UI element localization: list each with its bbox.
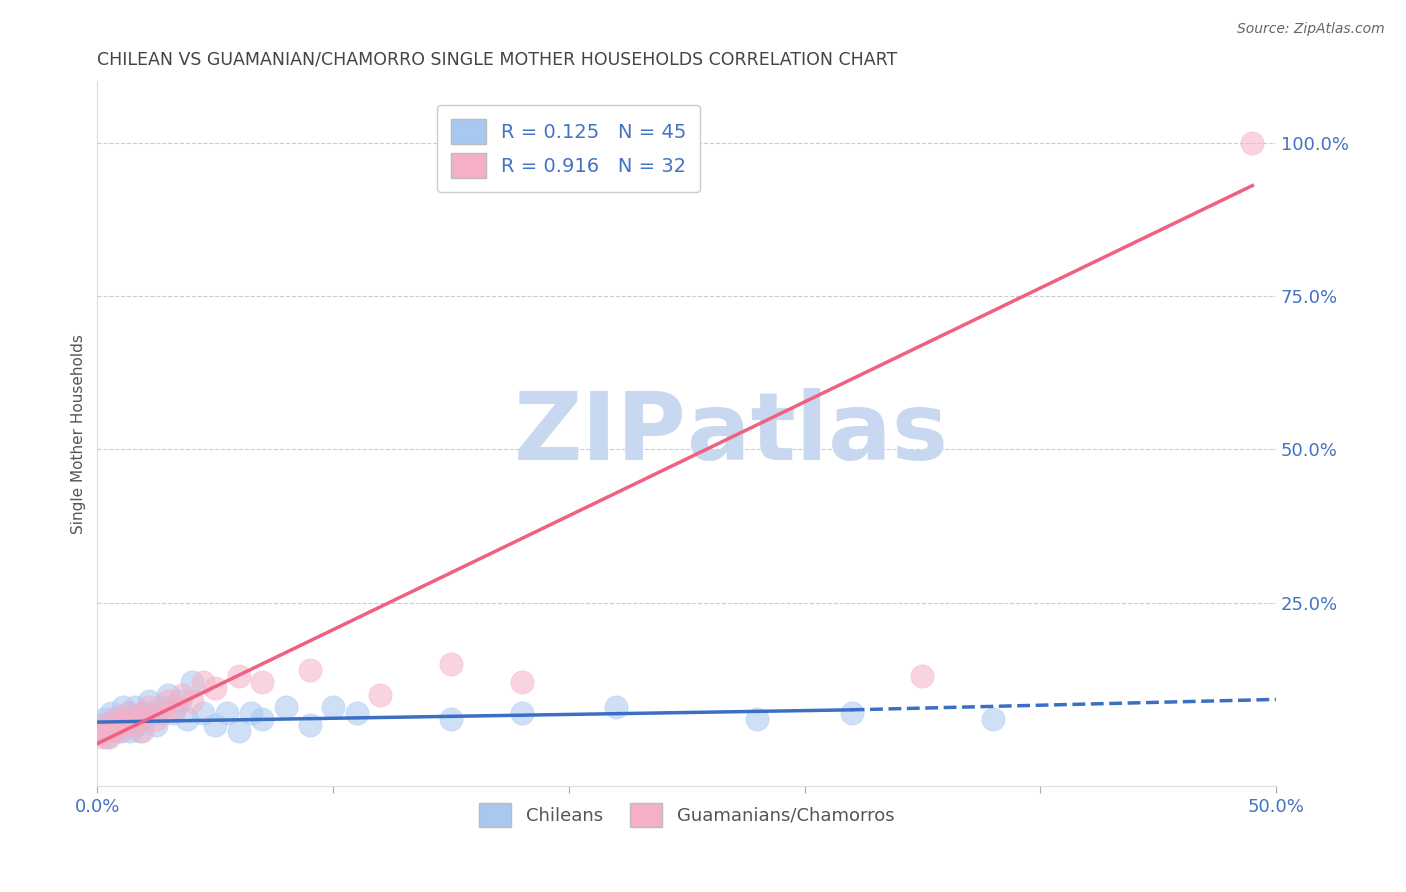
Point <box>107 718 129 732</box>
Point <box>157 693 180 707</box>
Point <box>98 718 121 732</box>
Point <box>128 724 150 739</box>
Point <box>193 675 215 690</box>
Point <box>165 699 187 714</box>
Point <box>252 712 274 726</box>
Point <box>252 675 274 690</box>
Point <box>150 699 173 714</box>
Point <box>368 688 391 702</box>
Point <box>89 724 111 739</box>
Point <box>131 706 153 720</box>
Point <box>162 706 184 720</box>
Point <box>110 724 132 739</box>
Point <box>121 712 143 726</box>
Point <box>169 693 191 707</box>
Point <box>131 724 153 739</box>
Text: Source: ZipAtlas.com: Source: ZipAtlas.com <box>1237 22 1385 37</box>
Point <box>510 675 533 690</box>
Point <box>117 706 139 720</box>
Point <box>440 657 463 671</box>
Text: ZIP: ZIP <box>513 388 686 480</box>
Point <box>103 712 125 726</box>
Point <box>298 663 321 677</box>
Point <box>96 731 118 745</box>
Point <box>91 731 114 745</box>
Point <box>114 718 136 732</box>
Point <box>841 706 863 720</box>
Point <box>145 718 167 732</box>
Point <box>605 699 627 714</box>
Point <box>176 712 198 726</box>
Point <box>142 706 165 720</box>
Point <box>510 706 533 720</box>
Point <box>180 675 202 690</box>
Point <box>152 706 174 720</box>
Point <box>138 693 160 707</box>
Point <box>322 699 344 714</box>
Point <box>1241 136 1264 150</box>
Point <box>239 706 262 720</box>
Point <box>107 724 129 739</box>
Point <box>121 718 143 732</box>
Point <box>747 712 769 726</box>
Text: CHILEAN VS GUAMANIAN/CHAMORRO SINGLE MOTHER HOUSEHOLDS CORRELATION CHART: CHILEAN VS GUAMANIAN/CHAMORRO SINGLE MOT… <box>97 51 897 69</box>
Point <box>105 718 128 732</box>
Point <box>117 706 139 720</box>
Point <box>911 669 934 683</box>
Point <box>172 688 194 702</box>
Y-axis label: Single Mother Households: Single Mother Households <box>72 334 86 533</box>
Point <box>100 706 122 720</box>
Point <box>89 718 111 732</box>
Point <box>228 724 250 739</box>
Point <box>127 718 149 732</box>
Point <box>110 718 132 732</box>
Point <box>134 712 156 726</box>
Point <box>93 712 115 726</box>
Point <box>346 706 368 720</box>
Point <box>204 681 226 696</box>
Point <box>91 724 114 739</box>
Point <box>134 706 156 720</box>
Point <box>440 712 463 726</box>
Point <box>120 724 142 739</box>
Point <box>157 688 180 702</box>
Point <box>204 718 226 732</box>
Point <box>228 669 250 683</box>
Point <box>274 699 297 714</box>
Point <box>112 699 135 714</box>
Point <box>96 724 118 739</box>
Legend: Chileans, Guamanians/Chamorros: Chileans, Guamanians/Chamorros <box>471 797 901 834</box>
Point <box>127 712 149 726</box>
Point <box>103 724 125 739</box>
Point <box>105 712 128 726</box>
Point <box>193 706 215 720</box>
Point <box>124 699 146 714</box>
Point <box>98 731 121 745</box>
Point <box>215 706 238 720</box>
Point <box>298 718 321 732</box>
Point <box>138 699 160 714</box>
Point <box>981 712 1004 726</box>
Point <box>180 693 202 707</box>
Point <box>93 718 115 732</box>
Point <box>145 712 167 726</box>
Text: atlas: atlas <box>686 388 948 480</box>
Point <box>112 712 135 726</box>
